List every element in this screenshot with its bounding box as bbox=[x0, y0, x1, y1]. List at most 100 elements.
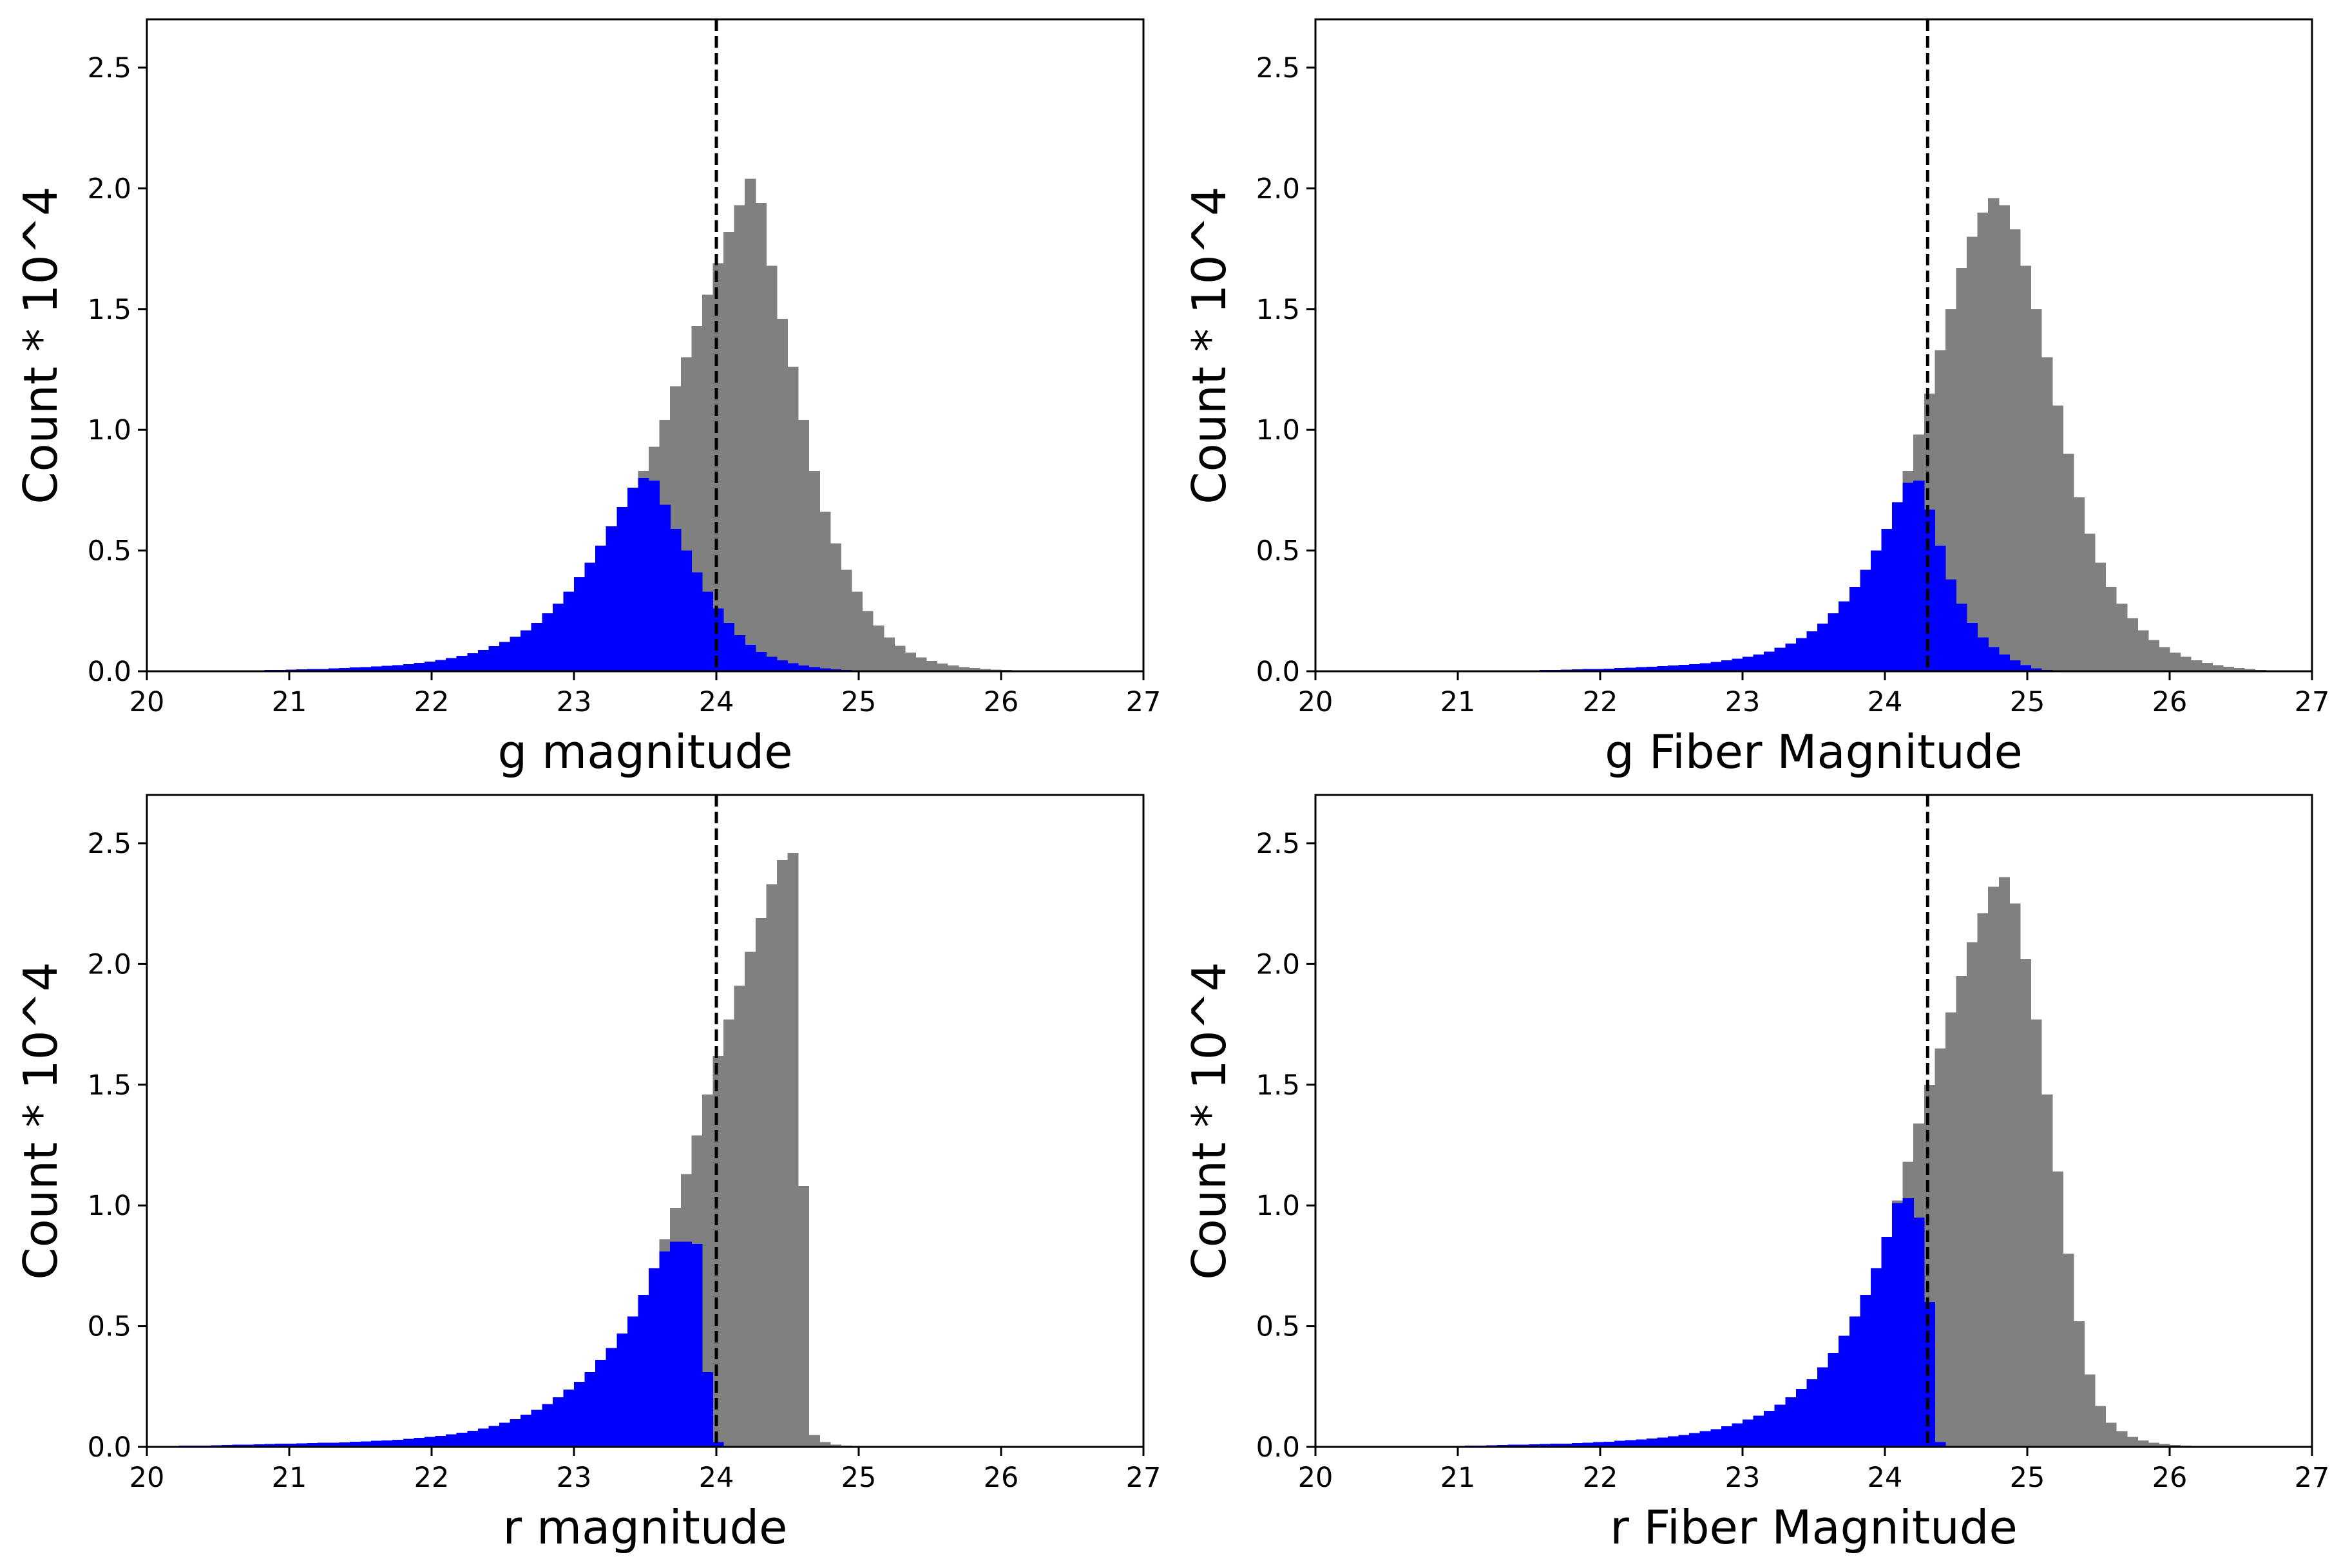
histogram-bar bbox=[734, 986, 745, 1447]
axes-frame bbox=[146, 794, 1145, 1448]
histogram-bar bbox=[1870, 550, 1882, 671]
x-tick-label: 23 bbox=[557, 686, 592, 718]
histogram-bar bbox=[435, 1435, 446, 1447]
histogram-bar bbox=[1678, 664, 1690, 671]
histogram-bar bbox=[1956, 976, 1967, 1447]
y-tick-label: 0.0 bbox=[88, 1431, 131, 1464]
histogram-bar bbox=[766, 265, 778, 671]
histogram-bar bbox=[670, 528, 682, 671]
histogram-bar bbox=[819, 1442, 831, 1447]
y-tick-label: 2.0 bbox=[88, 173, 131, 205]
histogram-bar bbox=[979, 669, 991, 671]
histogram-bar bbox=[1935, 1048, 1946, 1447]
histogram-bar bbox=[424, 662, 436, 671]
histogram-bar bbox=[851, 591, 863, 671]
histogram-bar bbox=[446, 658, 457, 671]
histogram-bar bbox=[2201, 662, 2213, 671]
histogram-bar bbox=[552, 604, 564, 671]
histogram-bar bbox=[830, 1444, 841, 1447]
histogram-bar bbox=[862, 611, 874, 671]
histogram-bar bbox=[1699, 663, 1711, 671]
histogram-bar bbox=[477, 650, 489, 671]
y-tick-label: 2.5 bbox=[88, 828, 131, 860]
histogram-bar bbox=[542, 613, 553, 671]
histogram-bar bbox=[1945, 1012, 1957, 1447]
histogram-bar bbox=[1988, 647, 2000, 671]
histogram-bar bbox=[2020, 959, 2032, 1447]
histogram-bar bbox=[381, 665, 393, 671]
histogram-bar bbox=[755, 652, 767, 671]
histogram-bar bbox=[702, 1094, 714, 1447]
histogram-bar bbox=[1646, 1438, 1658, 1447]
histogram-bar bbox=[1956, 604, 1967, 671]
histogram-bar bbox=[1764, 651, 1775, 671]
histogram-bar bbox=[1732, 1423, 1743, 1447]
histogram-bar bbox=[1614, 1440, 1626, 1447]
histogram-bar bbox=[1902, 483, 1914, 671]
histogram-bar bbox=[307, 1443, 318, 1447]
histogram-bar bbox=[798, 665, 810, 671]
histogram-bar bbox=[360, 667, 372, 671]
histogram-bar bbox=[2063, 1254, 2074, 1447]
histogram-bar bbox=[499, 642, 511, 671]
y-axis-label: Count * 10^4 bbox=[1182, 186, 1236, 504]
y-tick-label: 1.0 bbox=[1256, 1190, 1300, 1222]
histogram-bar bbox=[339, 1442, 350, 1447]
histogram-bar bbox=[1689, 664, 1701, 671]
histogram-bar bbox=[584, 1372, 596, 1447]
histogram-bar bbox=[2105, 1422, 2117, 1447]
y-tick-label: 2.0 bbox=[88, 948, 131, 980]
histogram-bar bbox=[477, 1428, 489, 1447]
histogram-bar bbox=[2009, 660, 2021, 671]
y-tick-label: 0.5 bbox=[88, 1311, 131, 1343]
histogram-bar bbox=[766, 884, 778, 1447]
y-tick-label: 2.5 bbox=[1256, 52, 1300, 84]
histogram-bar bbox=[435, 660, 446, 671]
histogram-bar bbox=[2084, 1374, 2096, 1447]
histogram-bar bbox=[808, 667, 820, 671]
histogram-bar bbox=[1592, 1442, 1605, 1447]
histogram-bar bbox=[1945, 579, 1957, 671]
series-selected bbox=[1507, 480, 2074, 671]
histogram-bar bbox=[649, 480, 660, 671]
histogram-bar bbox=[2084, 533, 2096, 671]
histogram-bar bbox=[819, 512, 831, 671]
axes-frame bbox=[1314, 18, 2313, 673]
histogram-bar bbox=[2212, 665, 2224, 671]
histogram-bar bbox=[1935, 546, 1946, 671]
histogram-bar bbox=[381, 1440, 393, 1447]
histogram-bar bbox=[776, 318, 788, 671]
y-tick-label: 0.0 bbox=[88, 656, 131, 688]
histogram-bar bbox=[1657, 666, 1668, 671]
histogram-bar bbox=[1678, 1435, 1690, 1447]
histogram-bar bbox=[414, 662, 425, 671]
x-tick-label: 25 bbox=[2010, 686, 2045, 718]
x-tick-label: 20 bbox=[1298, 686, 1333, 718]
histogram-bar bbox=[510, 636, 521, 671]
histogram-bar bbox=[318, 669, 329, 671]
histogram-bar bbox=[1636, 1439, 1647, 1447]
histogram-bar bbox=[296, 1443, 308, 1447]
histogram-bar bbox=[926, 660, 938, 671]
histogram-bar bbox=[1998, 877, 2010, 1447]
histogram-bar bbox=[1721, 1426, 1733, 1447]
histogram-bar bbox=[467, 1430, 479, 1447]
histogram-bar bbox=[1785, 643, 1797, 671]
histogram-bar bbox=[349, 667, 361, 671]
histogram-bar bbox=[371, 1440, 383, 1447]
histogram-bar bbox=[2073, 497, 2085, 671]
histogram-bar bbox=[894, 645, 906, 671]
histogram-bar bbox=[1753, 1415, 1764, 1447]
x-tick-label: 27 bbox=[1126, 686, 1161, 718]
histogram-bar bbox=[841, 569, 852, 671]
histogram-bar bbox=[606, 1348, 617, 1447]
histogram-bar bbox=[1753, 654, 1764, 671]
histogram-bar bbox=[1828, 1352, 1839, 1447]
histogram-bar bbox=[1743, 656, 1754, 671]
histogram-bar bbox=[1881, 1236, 1893, 1447]
histogram-bar bbox=[883, 637, 895, 671]
histogram-bar bbox=[787, 367, 799, 671]
histogram-bar bbox=[948, 665, 959, 671]
histogram-bar bbox=[1785, 1397, 1797, 1447]
histogram-bar bbox=[1774, 1404, 1786, 1447]
